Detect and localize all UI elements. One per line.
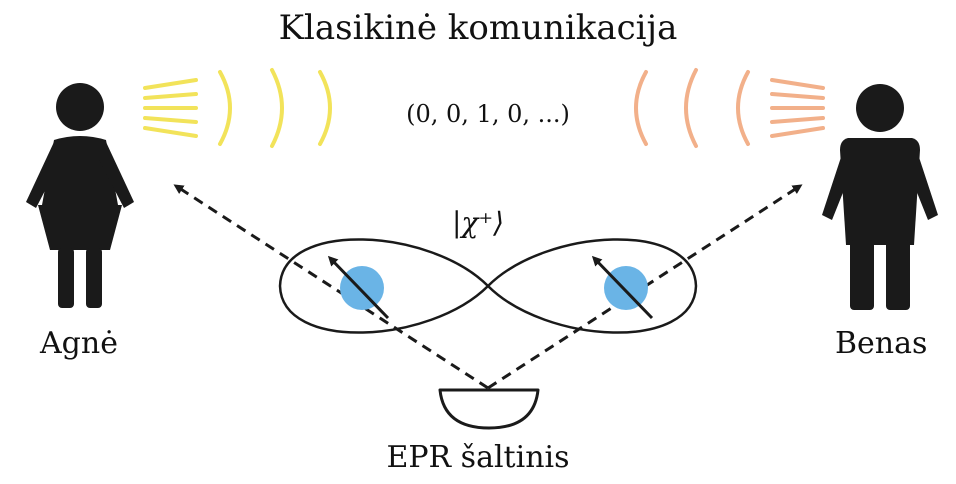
man-icon xyxy=(822,84,938,310)
alice-label: Agnė xyxy=(40,326,118,361)
bob-label: Benas xyxy=(835,326,928,361)
entangled-state-label: |χ⁺⟩ xyxy=(452,206,505,239)
particle-paths xyxy=(173,184,803,390)
signal-waves-icon xyxy=(143,68,332,148)
diagram-title: Klasikinė komunikacija xyxy=(278,8,678,48)
classical-bits-label: (0, 0, 1, 0, ...) xyxy=(406,100,570,128)
woman-icon xyxy=(26,83,134,308)
particle-icon xyxy=(591,255,654,320)
signal-waves-icon xyxy=(634,68,825,148)
entanglement-loop xyxy=(278,238,698,334)
detector-icon xyxy=(438,388,540,430)
source-label: EPR šaltinis xyxy=(386,440,570,475)
particle-icon xyxy=(327,255,390,320)
